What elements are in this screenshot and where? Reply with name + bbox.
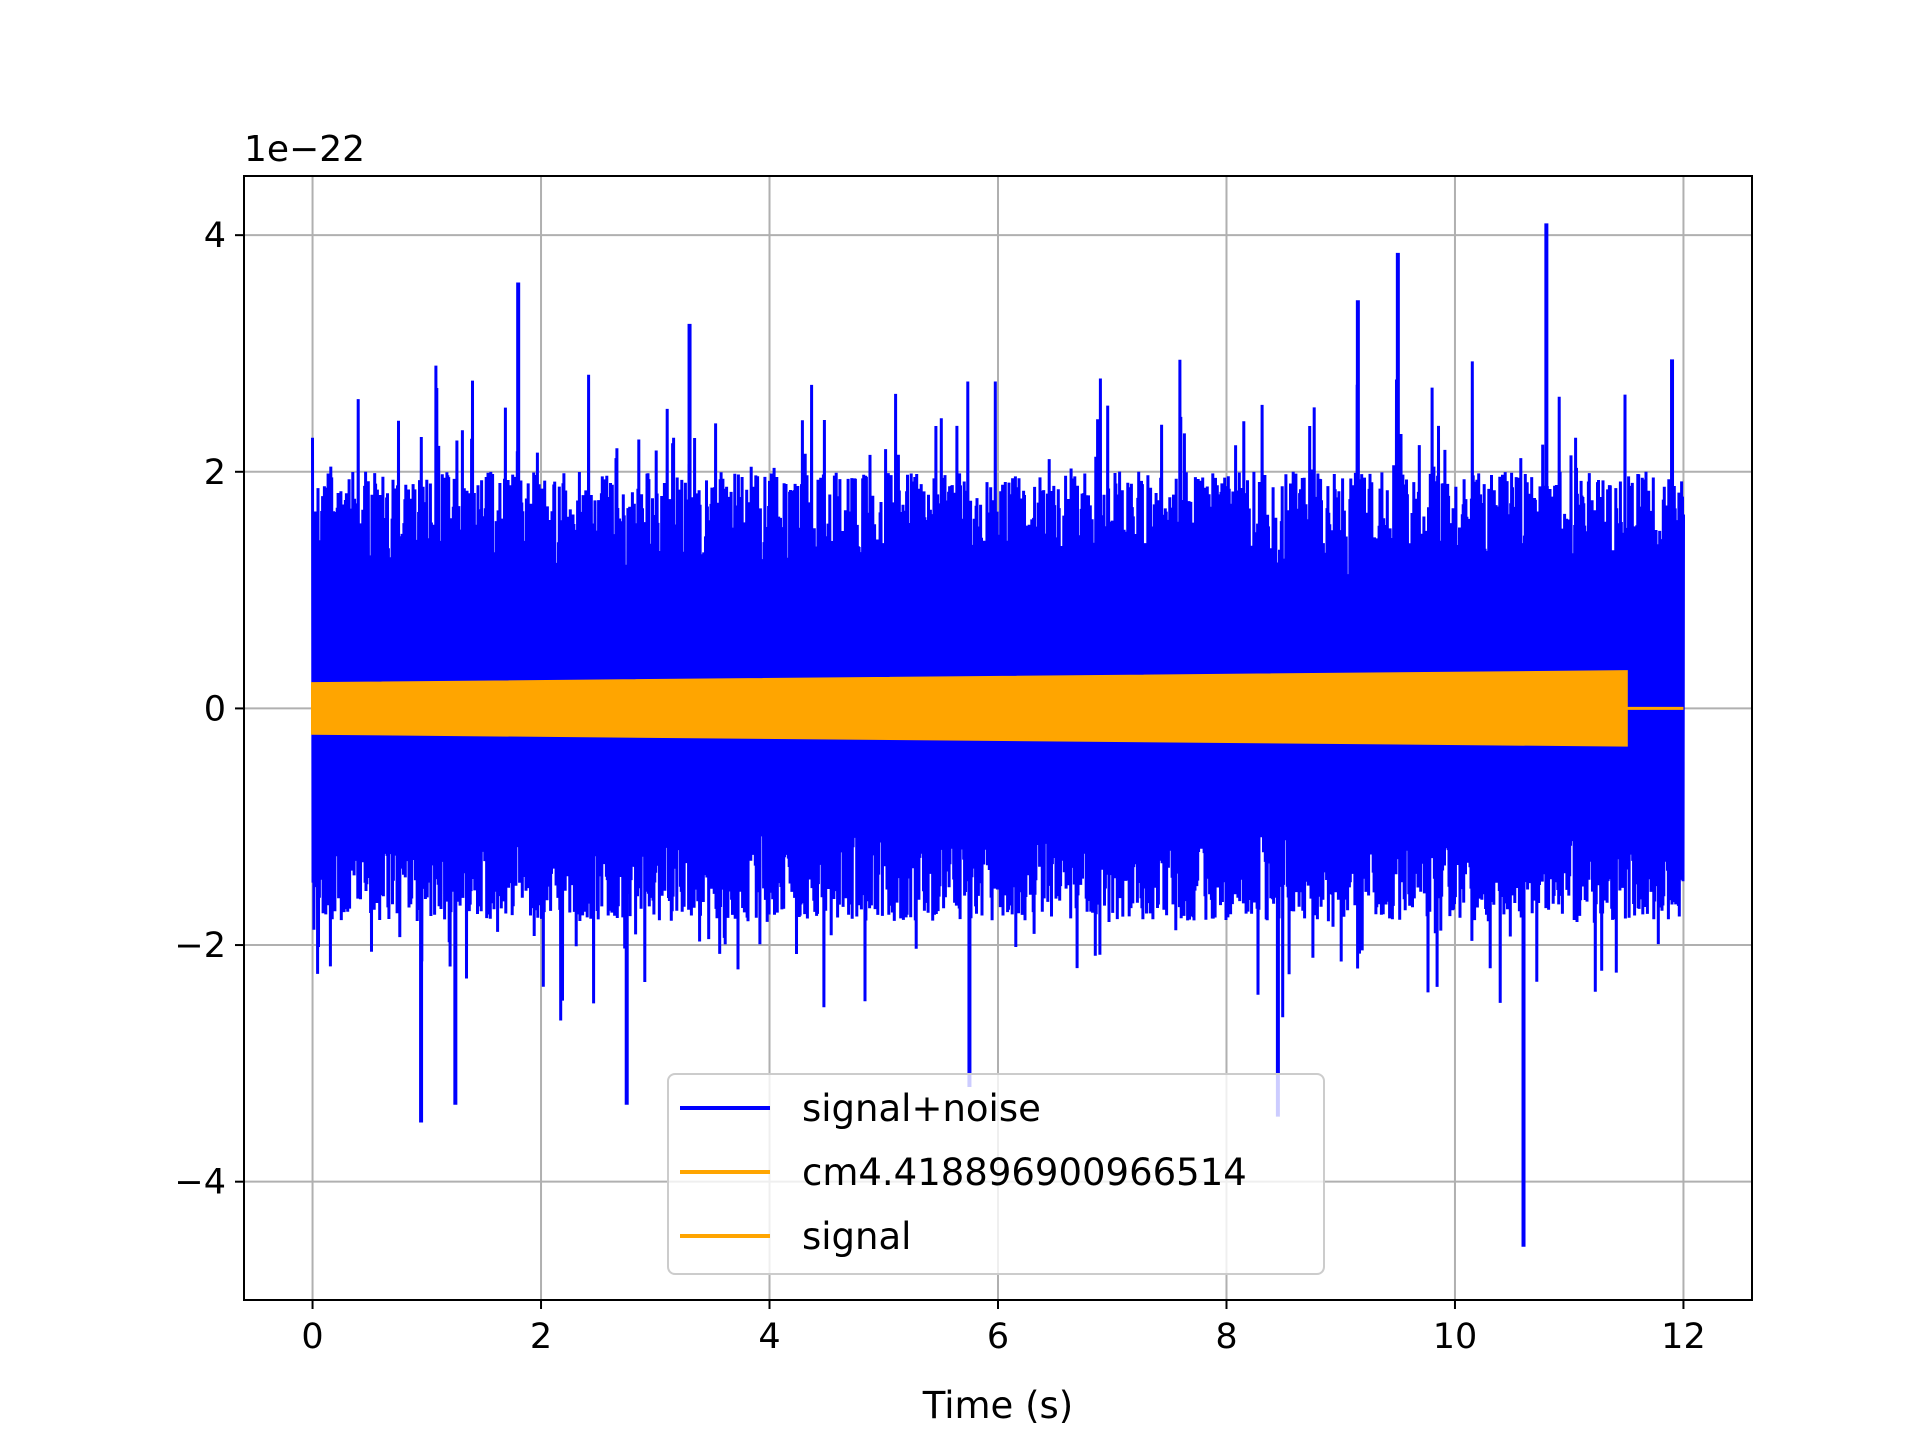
series-signal-band	[311, 670, 1628, 747]
y-tick-label: 2	[204, 453, 226, 493]
x-axis-label: Time (s)	[922, 1384, 1073, 1427]
x-tick-label: 12	[1661, 1317, 1706, 1357]
x-tick-label: 6	[987, 1317, 1009, 1357]
series-signal-noise-line	[311, 359, 1685, 1021]
legend-label: signal+noise	[802, 1087, 1041, 1130]
series-layer	[311, 223, 1685, 1247]
x-tick-label: 10	[1433, 1317, 1478, 1357]
legend-box	[667, 1073, 1325, 1275]
legend-label: signal	[802, 1215, 911, 1258]
y-tick-label: 4	[204, 216, 226, 256]
y-tick-label: −4	[174, 1163, 226, 1203]
y-offset-label: 1e−22	[244, 129, 365, 170]
legend-label: cm4.418896900966514	[802, 1151, 1247, 1194]
x-tick-label: 8	[1215, 1317, 1237, 1357]
x-tick-label: 4	[758, 1317, 780, 1357]
x-tick-label: 0	[301, 1317, 323, 1357]
tick-layer: 0 2 4 6 8 10 12 −4 −2 0 2 4	[174, 216, 1705, 1357]
legend: signal+noise cm4.418896900966514 signal	[667, 1073, 1325, 1275]
x-tick-label: 2	[530, 1317, 552, 1357]
y-tick-label: −2	[174, 926, 226, 966]
y-tick-label: 0	[204, 689, 226, 729]
